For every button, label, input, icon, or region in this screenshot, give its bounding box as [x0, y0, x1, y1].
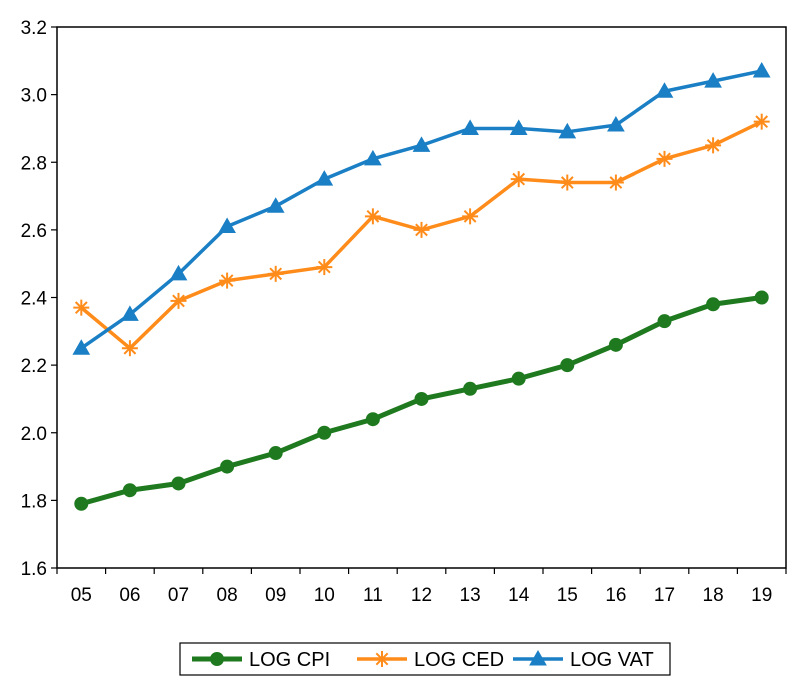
data-point — [509, 119, 528, 135]
data-point — [558, 122, 577, 139]
data-point — [364, 149, 382, 166]
x-tick-label: 09 — [265, 585, 286, 606]
data-point — [510, 171, 527, 188]
x-tick-label: 13 — [460, 585, 481, 606]
x-axis: 05 06 07 08 09 10 11 12 13 14 15 16 17 18 19 — [56, 568, 787, 606]
legend-item: LOG CED — [357, 649, 504, 671]
legend-marker — [374, 651, 390, 667]
data-point — [315, 170, 334, 186]
y-axis: 1.6 1.8 2.0 2.2 2.4 2.6 2.8 3.0 3.2 — [21, 18, 57, 580]
x-tick-label: 12 — [411, 585, 432, 606]
data-point — [657, 314, 672, 329]
data-point — [169, 264, 188, 281]
data-point — [170, 292, 187, 309]
legend-box — [179, 642, 671, 676]
data-point — [463, 381, 478, 396]
data-point — [74, 496, 89, 511]
legend-marker — [529, 649, 547, 666]
legend-label: LOG CPI — [249, 649, 330, 671]
data-point — [705, 137, 722, 154]
legend: LOG CPI LOG CED LOG VAT — [179, 642, 671, 676]
y-tick-label: 2.8 — [21, 153, 47, 174]
series-log-ced — [73, 113, 770, 357]
y-tick-label: 1.6 — [21, 559, 47, 580]
data-point — [414, 391, 429, 406]
x-tick-label: 05 — [71, 585, 92, 606]
data-point — [511, 371, 526, 386]
data-point — [121, 305, 139, 321]
x-tick-label: 11 — [363, 585, 383, 606]
x-tick-label: 17 — [654, 585, 675, 606]
series-log-vat — [72, 61, 771, 355]
data-point — [220, 459, 235, 474]
data-point — [706, 297, 721, 312]
data-point — [753, 113, 770, 130]
legend-label: LOG CED — [414, 649, 504, 671]
data-point — [462, 208, 479, 225]
data-point — [559, 174, 576, 191]
x-tick-label: 14 — [508, 585, 530, 606]
x-tick-label: 10 — [314, 585, 335, 606]
y-tick-label: 2.6 — [21, 221, 47, 242]
data-point — [316, 259, 333, 276]
data-point — [754, 290, 769, 305]
data-point — [72, 339, 91, 355]
legend-item: LOG CPI — [192, 649, 330, 671]
data-point — [268, 446, 283, 461]
data-point — [656, 150, 673, 167]
data-point — [266, 197, 285, 213]
legend-label: LOG VAT — [570, 649, 654, 671]
data-point — [219, 272, 236, 289]
data-point — [171, 476, 186, 491]
data-point — [704, 72, 722, 88]
x-tick-label: 15 — [557, 585, 578, 606]
x-tick-label: 19 — [751, 585, 772, 606]
data-point — [412, 136, 431, 152]
y-tick-label: 2.4 — [21, 289, 48, 310]
data-point — [364, 208, 381, 225]
data-point — [413, 221, 430, 238]
data-point — [317, 425, 332, 440]
y-tick-label: 3.0 — [21, 86, 47, 107]
legend-item: LOG VAT — [513, 649, 654, 671]
x-tick-label: 07 — [168, 585, 189, 606]
x-tick-label: 08 — [217, 585, 238, 606]
data-point — [267, 265, 284, 282]
data-point — [608, 337, 623, 352]
data-point — [73, 299, 90, 316]
data-point — [122, 483, 137, 498]
series-layer — [72, 61, 771, 511]
y-tick-label: 2.2 — [21, 356, 47, 377]
data-point — [121, 340, 138, 357]
x-tick-label: 18 — [703, 585, 724, 606]
data-point — [560, 358, 575, 373]
x-tick-label: 06 — [119, 585, 140, 606]
data-point — [655, 82, 674, 98]
x-tick-label: 16 — [605, 585, 626, 606]
y-tick-label: 3.2 — [21, 18, 47, 39]
data-point — [752, 61, 771, 78]
data-point — [461, 119, 479, 135]
data-point — [607, 116, 625, 132]
series-log-cpi — [74, 290, 769, 511]
data-point — [218, 217, 236, 233]
y-tick-label: 1.8 — [21, 491, 47, 512]
legend-marker — [210, 652, 224, 666]
data-point — [365, 412, 380, 427]
y-tick-label: 2.0 — [21, 424, 47, 445]
data-point — [607, 174, 624, 191]
